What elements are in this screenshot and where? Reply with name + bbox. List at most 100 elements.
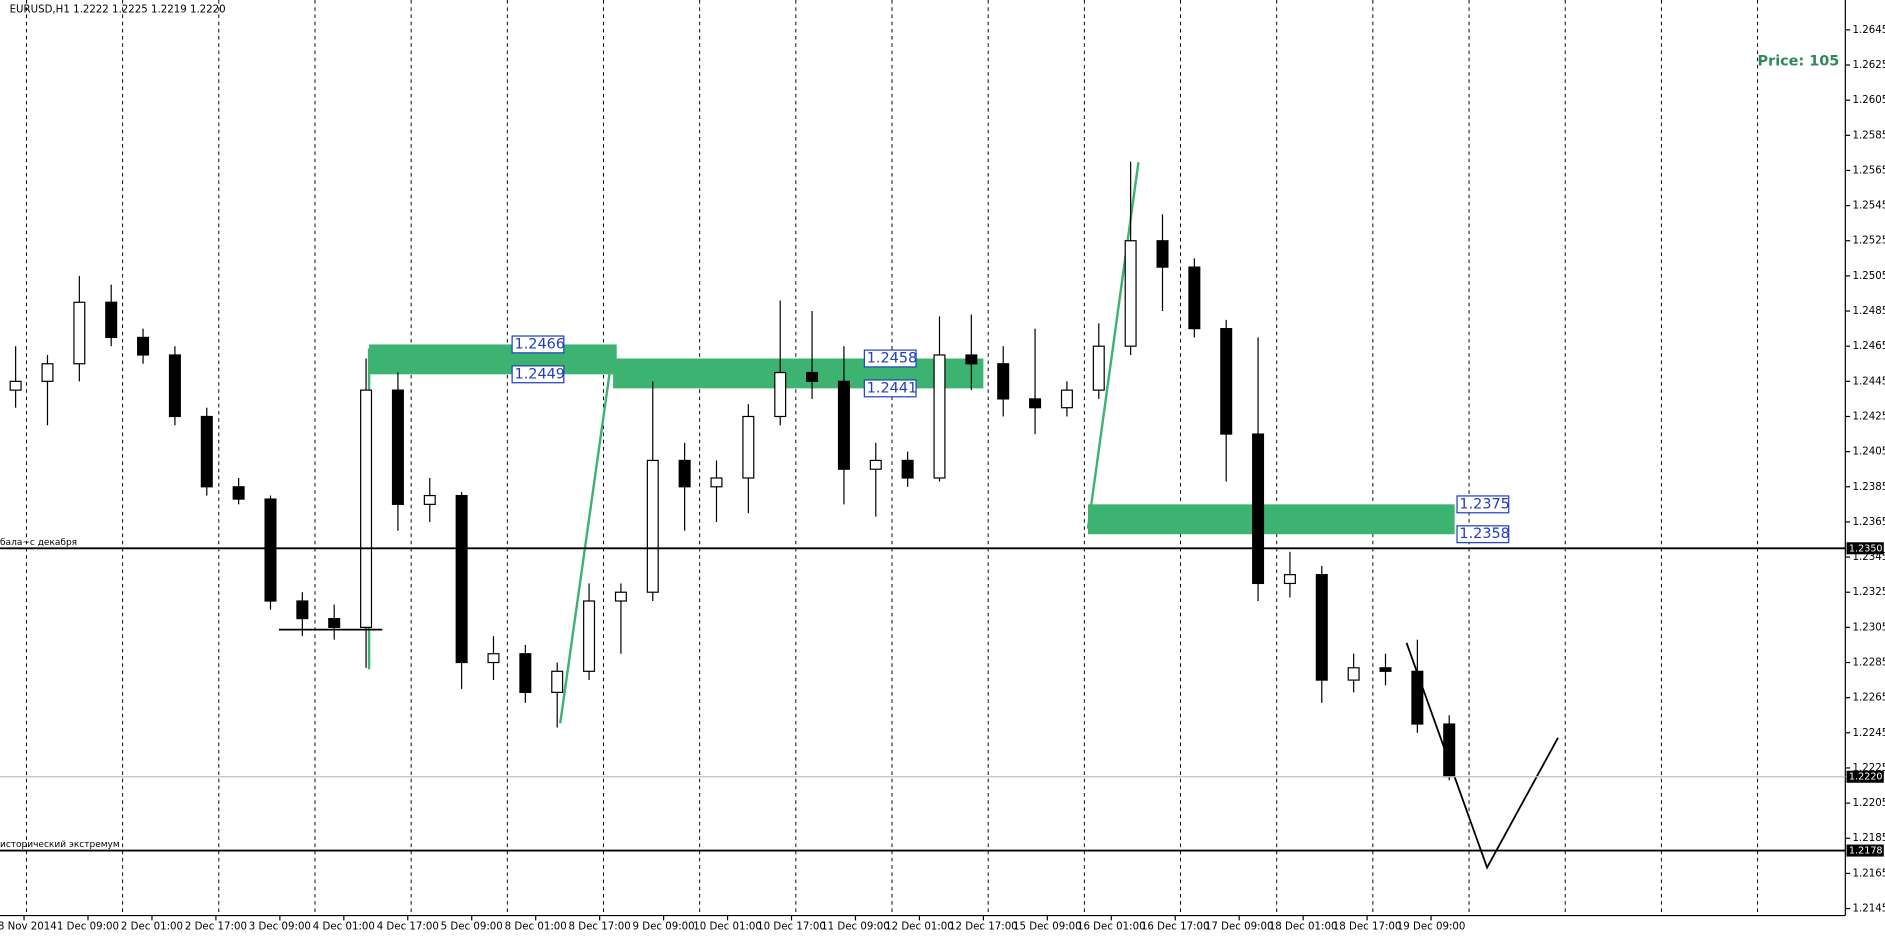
candle-body	[1347, 667, 1360, 681]
candle-body	[869, 459, 882, 470]
x-tick-label: 5 Dec 09:00	[441, 921, 503, 932]
y-tick-label: 1.2445	[1853, 376, 1885, 387]
candle-body	[551, 670, 564, 693]
zone-label: 1.2358	[1459, 526, 1509, 542]
y-tick-label: 1.2185	[1853, 833, 1885, 844]
zone-label-box	[511, 365, 565, 384]
y-tick-label: 1.2645	[1853, 25, 1885, 36]
x-tick-label: 2 Dec 01:00	[121, 921, 183, 932]
y-tick-label: 1.2565	[1853, 165, 1885, 176]
zone-label: 1.2466	[515, 336, 565, 352]
x-tick-label: 4 Dec 17:00	[377, 921, 439, 932]
y-tick-label: 1.2225	[1853, 763, 1885, 774]
level-label-box	[1846, 542, 1884, 555]
candle-body	[519, 653, 532, 693]
y-tick-label: 1.2145	[1853, 904, 1885, 915]
candle-body	[200, 415, 213, 488]
chart-title: EURUSD,H1 1.2222 1.2225 1.2219 1.2220	[10, 5, 226, 16]
y-tick-label: 1.2405	[1853, 447, 1885, 458]
candle-body	[455, 494, 468, 664]
candle-body	[232, 486, 245, 500]
candle-body	[1252, 433, 1265, 585]
candle-body	[105, 301, 118, 339]
y-tick-label: 1.2525	[1853, 236, 1885, 247]
level-label-box	[1846, 844, 1884, 857]
candle-body	[1092, 345, 1105, 391]
current-price-label: 1.2220	[1849, 772, 1883, 783]
x-tick-label: 18 Dec 01:00	[1269, 921, 1338, 932]
y-tick-label: 1.2465	[1853, 341, 1885, 352]
candle-body	[168, 354, 181, 418]
candle-body	[1124, 240, 1137, 347]
candle-body	[423, 494, 436, 505]
y-tick-label: 1.2165	[1853, 868, 1885, 879]
candle-body	[487, 653, 500, 664]
zone-label: 1.2375	[1459, 496, 1509, 512]
candle-body	[1060, 389, 1073, 409]
candle-body	[391, 389, 404, 505]
level-label: 1.2350	[1849, 543, 1883, 554]
y-tick-label: 1.2365	[1853, 517, 1885, 528]
x-tick-label: 9 Dec 09:00	[633, 921, 695, 932]
candle-body	[1411, 670, 1424, 725]
candle-body	[997, 363, 1010, 400]
trend-line	[559, 348, 615, 724]
candle-body	[41, 363, 54, 382]
x-tick-label: 15 Dec 09:00	[1013, 921, 1082, 932]
y-tick-label: 1.2285	[1853, 658, 1885, 669]
y-tick-label: 1.2345	[1853, 552, 1885, 563]
candle-body	[9, 380, 22, 391]
candle-body	[73, 301, 86, 365]
candle-body	[678, 459, 691, 488]
x-tick-label: 11 Dec 09:00	[821, 921, 890, 932]
candle-body	[742, 415, 755, 479]
y-tick-label: 1.2205	[1853, 798, 1885, 809]
x-tick-label: 18 Dec 17:00	[1333, 921, 1402, 932]
x-tick-label: 2 Dec 17:00	[185, 921, 247, 932]
zone-label: 1.2449	[515, 366, 565, 382]
zone-label-box	[1456, 495, 1510, 514]
x-tick-label: 3 Dec 09:00	[249, 921, 311, 932]
candle-body	[1443, 723, 1456, 778]
candle-body	[1156, 240, 1169, 268]
level-text: бала~с декабря	[0, 538, 77, 548]
candle-body	[1220, 328, 1233, 435]
candle-body	[774, 371, 787, 418]
level-label: 1.2178	[1849, 846, 1883, 857]
candle-body	[614, 591, 627, 602]
candle-body	[583, 600, 596, 672]
x-tick-label: 17 Dec 09:00	[1205, 921, 1274, 932]
x-tick-label: 12 Dec 01:00	[885, 921, 954, 932]
zone-label-box	[1456, 525, 1510, 544]
y-tick-label: 1.2305	[1853, 622, 1885, 633]
zone	[369, 344, 617, 375]
y-tick-label: 1.2265	[1853, 693, 1885, 704]
candle-body	[137, 336, 150, 356]
y-tick-label: 1.2625	[1853, 60, 1885, 71]
zone-label-box	[511, 335, 565, 354]
trend-line	[1086, 162, 1140, 529]
candle-body	[806, 371, 819, 382]
candle-body	[837, 380, 850, 470]
current-price-box	[1846, 770, 1884, 783]
candle-body	[296, 600, 309, 620]
zone	[1087, 504, 1455, 535]
candle-body	[1283, 574, 1296, 585]
zone-label: 1.2458	[867, 350, 917, 366]
x-tick-label: 16 Dec 01:00	[1077, 921, 1146, 932]
zone-label-box	[863, 349, 917, 368]
indicator-label: Price: 105	[1758, 53, 1840, 69]
x-tick-label: 4 Dec 01:00	[313, 921, 375, 932]
level-text: исторический экстремум	[0, 840, 120, 850]
y-tick-label: 1.2385	[1853, 482, 1885, 493]
candle-body	[360, 389, 373, 628]
y-tick-label: 1.2585	[1853, 130, 1885, 141]
x-tick-label: 10 Dec 17:00	[757, 921, 826, 932]
x-tick-label: 12 Dec 17:00	[949, 921, 1018, 932]
x-tick-label: 28 Nov 2014	[0, 921, 57, 932]
candle-body	[901, 459, 914, 479]
x-tick-label: 1 Dec 09:00	[57, 921, 119, 932]
y-tick-label: 1.2505	[1853, 271, 1885, 282]
